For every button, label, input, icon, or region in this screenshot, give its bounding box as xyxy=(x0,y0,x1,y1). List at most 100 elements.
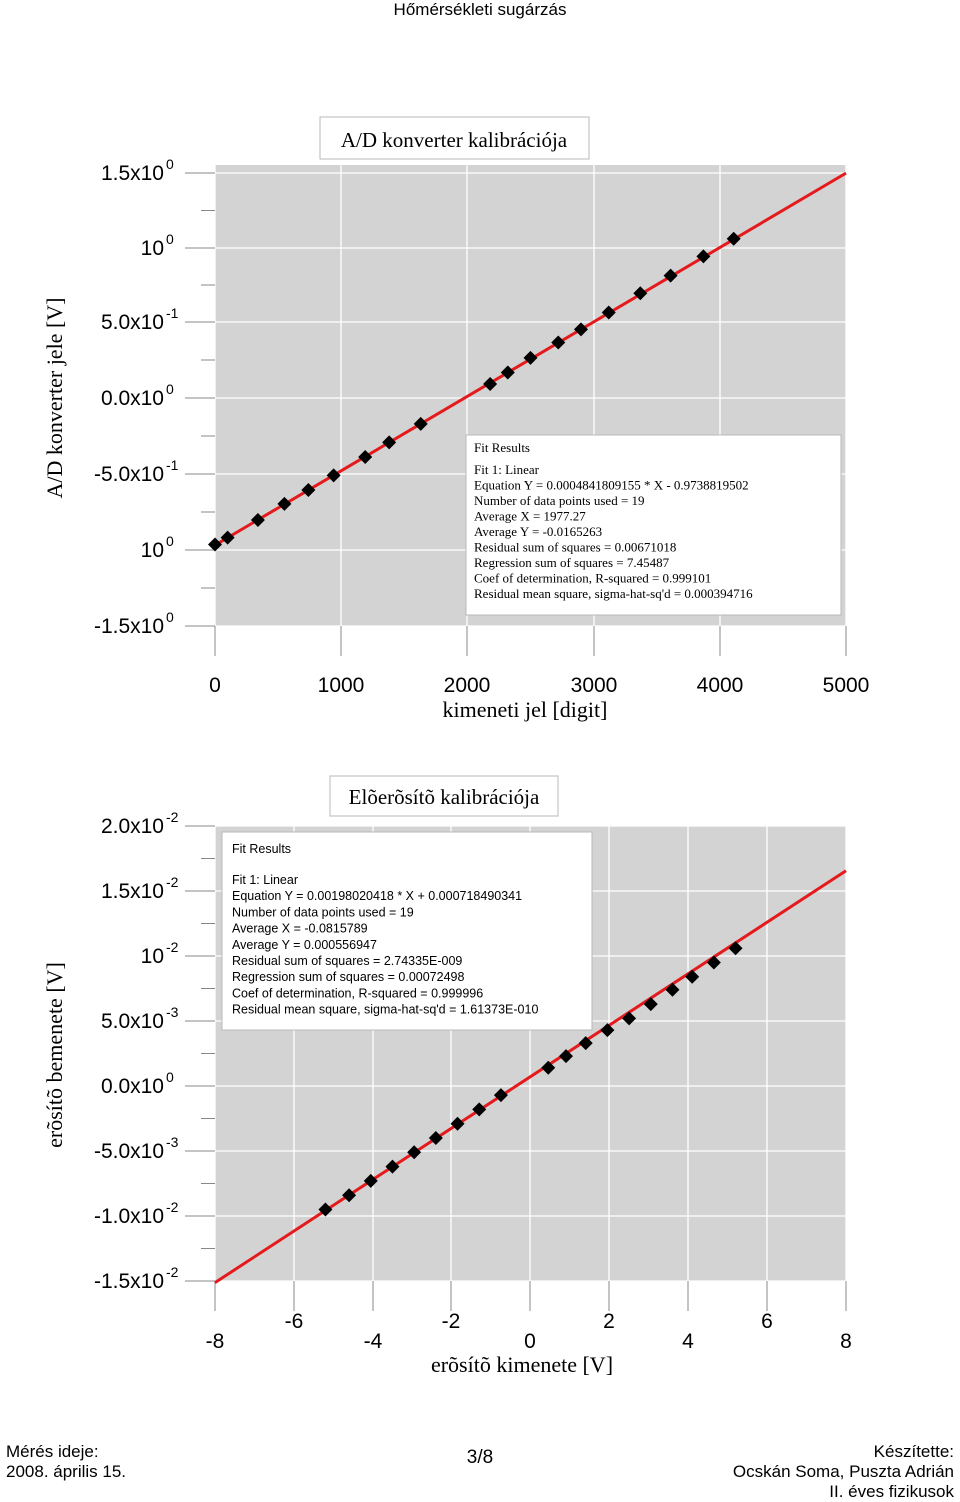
chart-title-box: Elõerõsítõ kalibrációja xyxy=(329,775,559,817)
y-tick-exponent: 0 xyxy=(166,156,174,172)
data-point xyxy=(382,435,397,450)
data-point xyxy=(600,1023,615,1038)
data-point xyxy=(541,1060,556,1075)
x-tick-label: 1000 xyxy=(318,674,365,697)
x-tick-label: -6 xyxy=(285,1310,304,1333)
y-tick-exponent: -2 xyxy=(166,1199,179,1215)
y-tick-label: 1.5x10 xyxy=(101,880,164,903)
data-point xyxy=(363,1173,378,1188)
data-point xyxy=(665,982,680,997)
y-tick-label: -1.5x10 xyxy=(94,615,164,638)
y-tick-label: 1.5x10 xyxy=(101,162,164,185)
fit-results-line: Average X = -0.0815789 xyxy=(232,922,368,936)
data-point xyxy=(726,231,741,246)
chart-preamp-calibration: Elõerõsítõ kalibrációja Fit Results Fit … xyxy=(42,775,852,1377)
fit-results-line: Number of data points used = 19 xyxy=(474,493,645,508)
x-tick-label: 3000 xyxy=(571,674,618,697)
y-tick-exponent: -3 xyxy=(166,1004,179,1020)
data-point xyxy=(663,268,678,283)
y-tick-label: -5.0x10 xyxy=(94,463,164,486)
fit-results-line: Average X = 1977.27 xyxy=(474,509,586,524)
y-tick-label: -1.5x10 xyxy=(94,1270,164,1293)
fit-results-line: Regression sum of squares = 7.45487 xyxy=(474,555,670,570)
data-point xyxy=(500,365,515,380)
footer-measurement-label: Mérés ideje: xyxy=(6,1442,99,1461)
y-tick-labels: 2.0x10 -21.5x10 -210 -25.0x10 -30.0x10 0-5.0x… xyxy=(94,809,179,1293)
y-axis-label: A/D konverter jele [V] xyxy=(42,298,67,499)
data-point xyxy=(483,376,498,391)
axis-ticks xyxy=(185,172,847,656)
footer-group: II. éves fizikusok xyxy=(829,1482,954,1501)
fit-results-line: Average Y = 0.000556947 xyxy=(232,938,377,952)
y-tick-exponent: 0 xyxy=(166,381,174,397)
y-tick-exponent: -3 xyxy=(166,1134,179,1150)
footer-authors: Ocskán Soma, Puszta Adrián xyxy=(732,1462,954,1481)
y-tick-exponent: 0 xyxy=(166,231,174,247)
data-point xyxy=(696,249,711,264)
footer-right: Készítette: Ocskán Soma, Puszta Adrián I… xyxy=(733,1442,954,1502)
x-tick-label: 4000 xyxy=(697,674,744,697)
data-point xyxy=(633,286,648,301)
y-tick-label: 5.0x10 xyxy=(101,1010,164,1033)
x-tick-label: 4 xyxy=(682,1330,694,1353)
data-point xyxy=(601,305,616,320)
y-tick-exponent: 0 xyxy=(166,609,174,625)
fit-results-line: Equation Y = 0.00198020418 * X + 0.00071… xyxy=(232,889,522,903)
data-point xyxy=(407,1145,422,1160)
fit-line xyxy=(214,869,847,1284)
x-tick-label: 8 xyxy=(840,1330,852,1353)
data-point xyxy=(277,496,292,511)
x-tick-label: 5000 xyxy=(823,674,870,697)
y-tick-exponent: 0 xyxy=(166,1069,174,1085)
fit-results-line: Coef of determination, R-squared = 0.999… xyxy=(232,986,483,1000)
x-tick-label: -8 xyxy=(206,1330,225,1353)
data-point xyxy=(472,1102,487,1117)
fit-results-line: Coef of determination, R-squared = 0.999… xyxy=(474,571,711,586)
data-point xyxy=(326,468,341,483)
data-point xyxy=(578,1036,593,1051)
x-tick-label: 0 xyxy=(209,674,221,697)
chart-title: Elõerõsítõ kalibrációja xyxy=(349,785,540,809)
data-point xyxy=(428,1131,443,1145)
y-tick-label: 2.0x10 xyxy=(101,815,164,838)
data-point xyxy=(728,941,743,956)
x-tick-labels: 0 1000 2000 3000 4000 5000 xyxy=(209,674,869,697)
y-tick-exponent: -2 xyxy=(166,809,179,825)
x-tick-label: -2 xyxy=(442,1310,461,1333)
page-header: Hőmérsékleti sugárzás xyxy=(393,0,567,19)
x-tick-label: -4 xyxy=(364,1330,383,1353)
chart-title: A/D konverter kalibrációja xyxy=(341,128,568,152)
data-point xyxy=(523,350,538,365)
fit-results-heading: Fit Results xyxy=(232,842,291,856)
data-point xyxy=(493,1088,508,1103)
fit-results-line: Equation Y = 0.0004841809155 * X - 0.973… xyxy=(474,478,749,493)
data-point xyxy=(208,537,222,552)
y-tick-label: -5.0x10 xyxy=(94,1140,164,1163)
chart-title-box: A/D konverter kalibrációja xyxy=(319,116,590,160)
data-point xyxy=(450,1116,465,1131)
footer-author-label: Készítette: xyxy=(873,1442,954,1461)
data-point xyxy=(558,1049,573,1064)
x-tick-label: 6 xyxy=(761,1310,773,1333)
y-tick-label: 5.0x10 xyxy=(101,311,164,334)
x-axis-label: erõsítõ kimenete [V] xyxy=(431,1352,613,1377)
y-tick-exponent: -2 xyxy=(166,874,179,890)
fit-results-line: Average Y = -0.0165263 xyxy=(474,524,602,539)
x-axis-label: kimeneti jel [digit] xyxy=(443,697,608,722)
fit-results-line: Number of data points used = 19 xyxy=(232,905,414,919)
axis-ticks xyxy=(185,825,847,1311)
fit-results-lines: Fit 1: Linear Equation Y = 0.00198020418 … xyxy=(232,873,538,1017)
x-tick-label: 2 xyxy=(603,1310,615,1333)
data-points xyxy=(208,231,741,552)
data-point xyxy=(358,449,373,464)
fit-results-line: Residual mean square, sigma-hat-sq'd = 1… xyxy=(232,1003,538,1017)
x-tick-label: 2000 xyxy=(444,674,491,697)
data-point xyxy=(622,1011,637,1026)
data-point xyxy=(342,1188,357,1203)
page-number: 3/8 xyxy=(466,1447,494,1468)
x-tick-label: 0 xyxy=(524,1330,536,1353)
y-tick-label: 0.0x10 xyxy=(101,387,164,410)
y-tick-exponent: -2 xyxy=(166,1264,179,1280)
